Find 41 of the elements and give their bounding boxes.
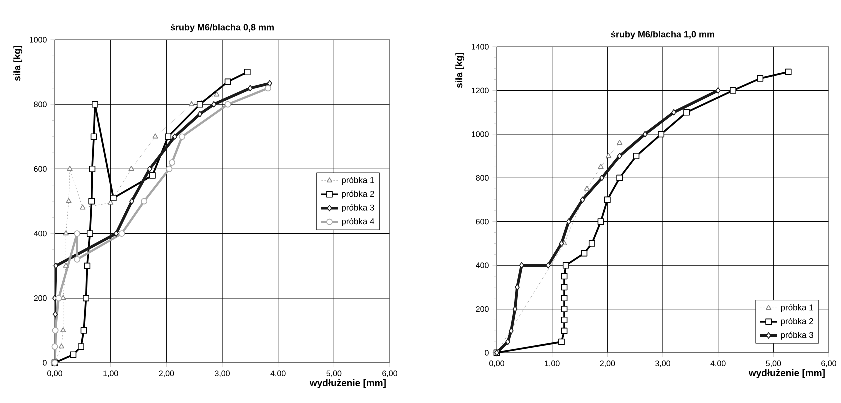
x-tick-label: 1,00 [545,360,560,368]
legend-label: próbka 2 [781,318,814,326]
chart-title: śruby M6/blacha 0,8 mm [170,24,274,32]
y-tick-label: 600 [34,166,47,172]
y-axis-title: siła [kg] [456,53,465,88]
x-tick-label: 2,00 [159,370,174,378]
y-tick-label: 0 [485,350,489,356]
x-tick-label: 4,00 [270,370,286,378]
chart-title: śruby M6/blacha 1,0 mm [611,30,714,40]
x-tick-label: 4,00 [710,360,726,368]
x-tick-label: 3,00 [215,370,230,378]
x-tick-label: 0,00 [48,370,62,378]
legend-label: próbka 2 [342,190,374,199]
y-tick-label: 600 [476,219,489,225]
legend-label: próbka 1 [781,304,814,312]
x-axis-title: wydłużenie [mm] [748,370,825,378]
legend-label: próbka 3 [781,332,814,340]
legend-label: próbka 4 [342,218,374,226]
x-tick-label: 1,00 [104,370,118,378]
x-tick-label: 5,00 [766,360,782,368]
y-tick-label: 1000 [30,37,47,43]
y-tick-label: 1200 [472,88,489,94]
x-tick-label: 5,00 [326,370,342,378]
y-tick-label: 400 [476,262,489,268]
legend-label: próbka 3 [342,204,374,213]
x-tick-label: 6,00 [382,370,398,378]
x-axis-title: wydłużenie [mm] [310,380,386,388]
y-tick-label: 800 [476,175,489,181]
y-tick-label: 1000 [472,132,489,138]
y-tick-label: 400 [34,230,47,237]
y-tick-label: 200 [34,296,47,302]
x-tick-label: 3,00 [656,360,670,368]
x-tick-label: 0,00 [490,360,504,368]
x-tick-label: 2,00 [600,360,616,368]
y-tick-label: 0 [43,360,47,366]
y-tick-label: 200 [476,306,489,312]
x-tick-label: 6,00 [822,360,836,368]
y-tick-label: 1400 [472,44,489,50]
y-tick-label: 800 [34,102,47,108]
y-axis-title: siła [kg] [14,46,23,82]
legend-label: próbka 1 [342,176,374,185]
